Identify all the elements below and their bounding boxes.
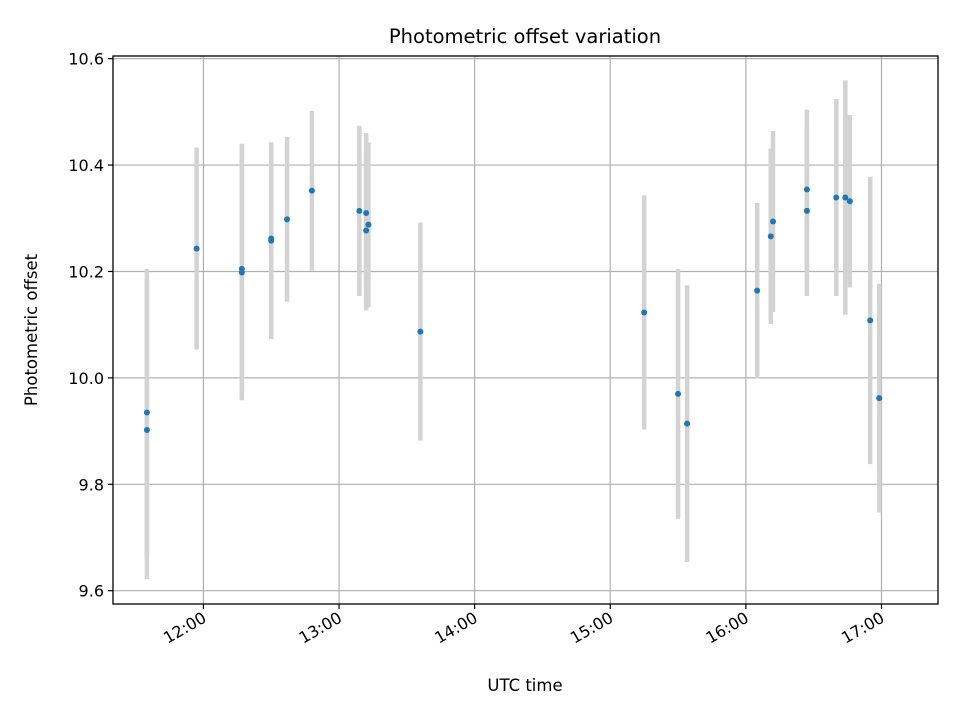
y-tick-label: 10.0 [68,369,104,388]
chart-title: Photometric offset variation [389,25,661,48]
data-point [268,237,275,244]
data-point [867,317,874,324]
data-point [803,186,810,193]
x-tick-label: 13:00 [296,608,345,648]
data-point [363,209,370,216]
data-point [641,309,648,316]
data-point [846,198,853,205]
data-point [365,221,372,228]
x-tick-label: 12:00 [160,608,209,648]
x-axis-ticks: 12:00 13:00 14:00 15:00 16:00 17:00 [160,604,887,648]
data-point [803,207,810,214]
data-points [143,186,883,434]
data-point [417,328,424,335]
data-point [238,269,245,276]
y-tick-label: 9.8 [79,475,104,494]
plot-frame [112,55,939,605]
data-point [308,187,315,194]
data-point [684,420,691,427]
y-tick-label: 10.4 [68,156,104,175]
data-point [143,409,150,416]
data-point [876,395,883,402]
data-point [754,287,761,294]
data-point [284,216,291,223]
y-tick-label: 10.2 [68,262,104,281]
y-tick-label: 10.6 [68,50,104,69]
data-point [356,207,363,214]
data-point [675,390,682,397]
y-tick-label: 9.6 [79,582,104,601]
data-point [143,427,150,434]
data-point [770,218,776,225]
y-axis-label: Photometric offset [22,253,41,406]
y-axis-ticks: 9.6 9.8 10.0 10.2 10.4 10.6 [68,50,113,601]
x-axis-label: UTC time [487,676,562,695]
data-point [842,194,849,201]
x-tick-label: 16:00 [702,608,751,648]
grid [113,56,938,604]
error-bars [144,80,882,579]
data-point [767,233,774,240]
data-point [363,227,370,234]
data-point [193,245,200,252]
x-tick-label: 14:00 [431,608,480,648]
x-tick-label: 17:00 [838,608,887,648]
data-point [833,194,840,201]
x-tick-label: 15:00 [567,608,616,648]
